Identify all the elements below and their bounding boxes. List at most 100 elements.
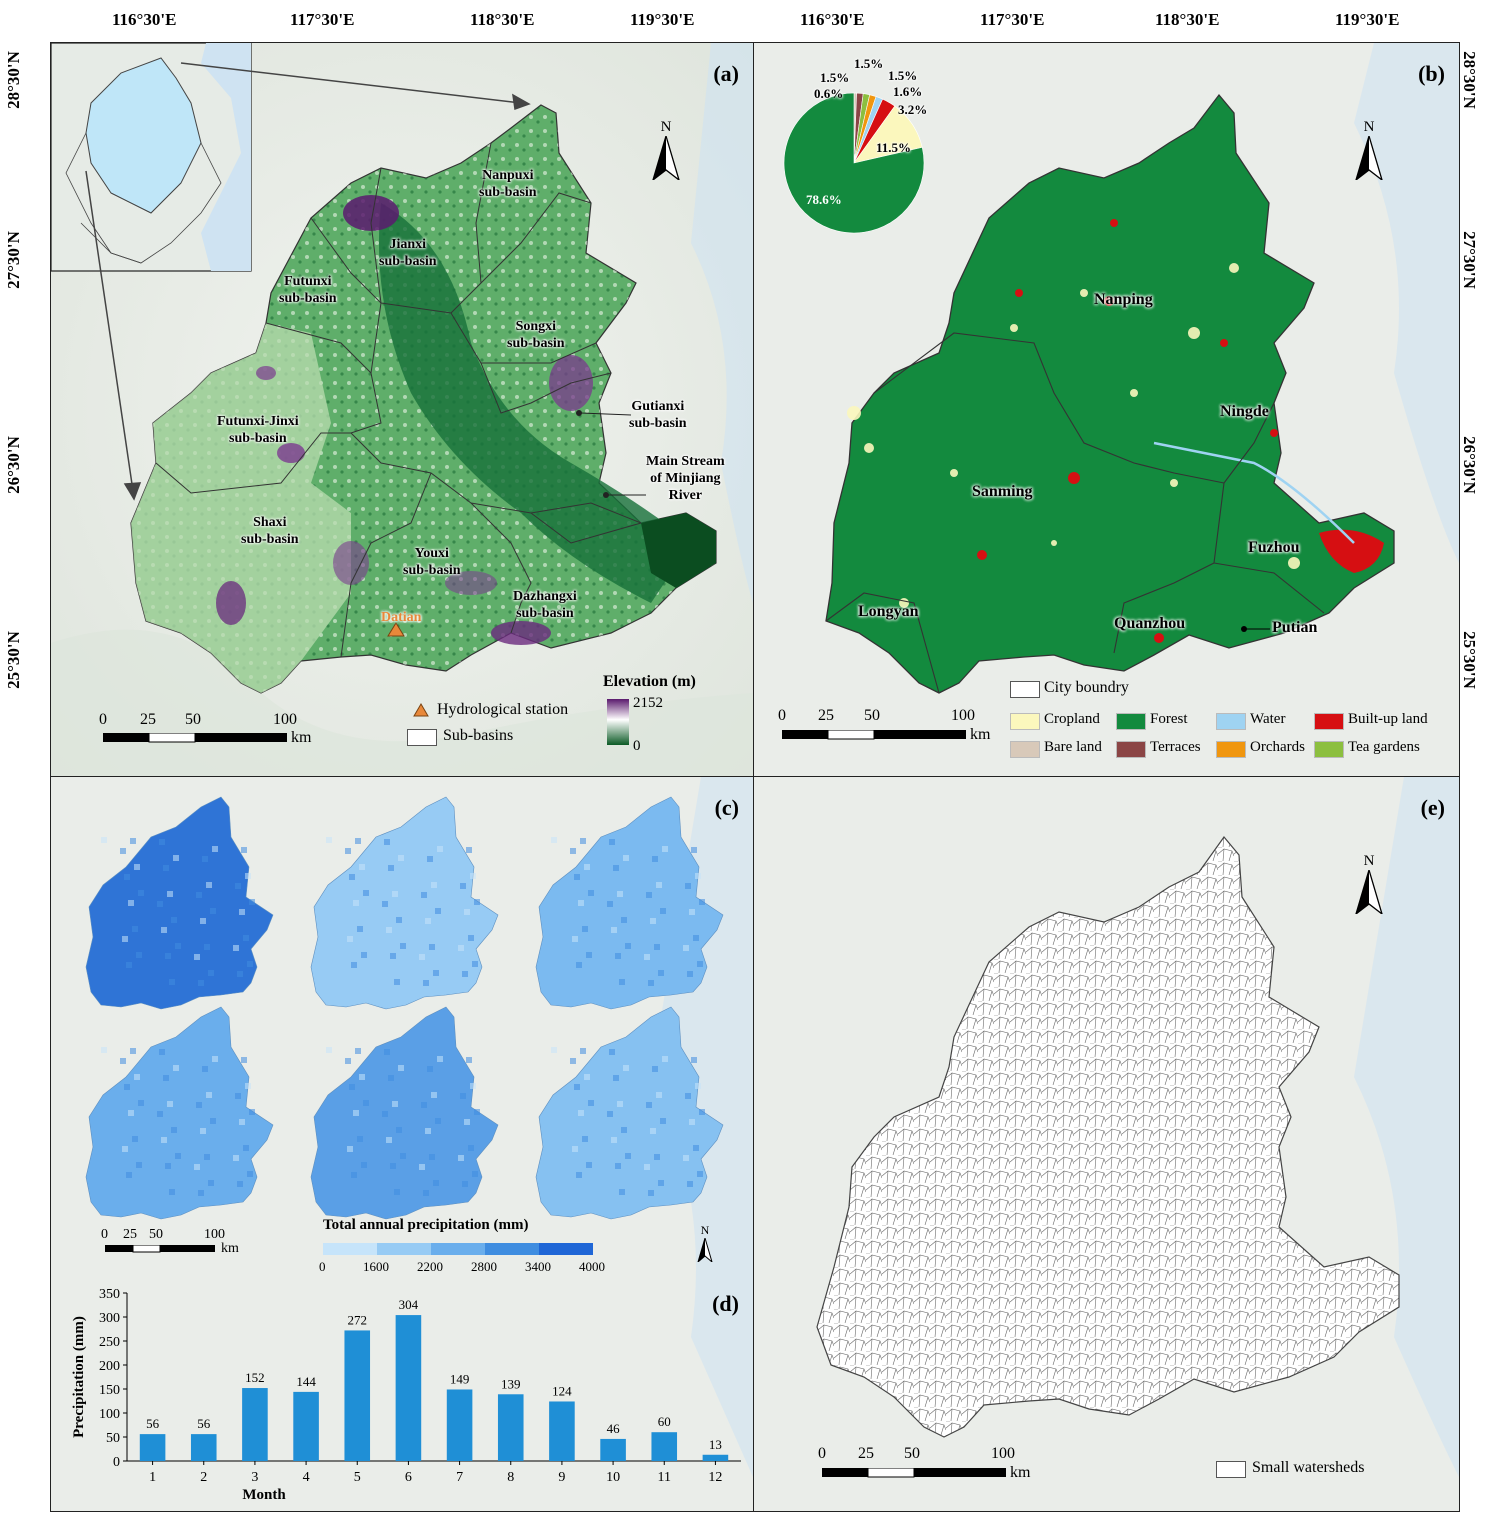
- city-legend-swatch: [1010, 681, 1040, 698]
- precip-legend-tick: 2800: [471, 1259, 497, 1274]
- panel-e-background: [754, 777, 1459, 1511]
- scale-unit: km: [1010, 1464, 1031, 1481]
- x-tick-label: 10: [606, 1470, 620, 1485]
- precip-pixel: [241, 1057, 247, 1063]
- precip-pixel: [607, 901, 613, 907]
- panel-e-watershed-map: (e) N 0 25 50 100 km Small watersheds: [753, 776, 1460, 1512]
- precip-map-4: [85, 1006, 274, 1220]
- precip-pixel: [396, 917, 402, 923]
- precip-pixel: [361, 1162, 367, 1168]
- north-arrow: N: [1354, 853, 1384, 919]
- bar-month-8: [497, 1394, 524, 1461]
- precip-pixel: [392, 1101, 398, 1107]
- scale-bar-graphic: [105, 1245, 215, 1253]
- precip-pixel: [353, 1110, 359, 1116]
- precip-pixel: [431, 1092, 437, 1098]
- bar-value-label: 56: [197, 1416, 211, 1431]
- precip-pixel: [200, 918, 206, 924]
- pie-label-tea-gardens: 1.5%: [854, 56, 884, 71]
- precip-pixel: [466, 1057, 472, 1063]
- lat-label: 26°30'N: [3, 436, 23, 494]
- precip-pixel: [691, 847, 697, 853]
- precip-map-3: [535, 796, 724, 1010]
- panel-label: (d): [712, 1291, 739, 1316]
- lon-label: 116°30'E: [800, 10, 865, 29]
- precip-legend-tick: 4000: [579, 1259, 605, 1274]
- precip-pixel: [212, 846, 218, 852]
- subbasin-legend-swatch: [407, 729, 437, 746]
- precip-pixel: [580, 1048, 586, 1054]
- precip-pixel: [132, 1136, 138, 1142]
- precip-pixel: [435, 1118, 441, 1124]
- city-quanzhou: Quanzhou: [1114, 615, 1186, 632]
- precip-pixel: [247, 1171, 253, 1177]
- precip-pixel: [210, 908, 216, 914]
- precip-pixel: [464, 1119, 470, 1125]
- precip-pixel: [652, 1066, 658, 1072]
- scale-tick: 100: [951, 707, 975, 724]
- precip-pixel: [474, 1109, 480, 1115]
- city-sanming: Sanming: [972, 483, 1033, 500]
- scale-unit: km: [970, 726, 991, 743]
- precip-pixel: [175, 1153, 181, 1159]
- city-nanping: Nanping: [1094, 291, 1153, 308]
- precip-pixel: [349, 874, 355, 880]
- subbasin-futunxi: Futunxi sub-basin: [279, 273, 337, 307]
- precip-pixel: [122, 936, 128, 942]
- precip-pixel: [615, 953, 621, 959]
- precip-pixel: [607, 1111, 613, 1117]
- bar-value-label: 139: [501, 1376, 521, 1391]
- precip-pixel: [466, 847, 472, 853]
- precip-pixel: [101, 837, 107, 843]
- precip-pixel: [421, 1102, 427, 1108]
- precip-pixel: [400, 1153, 406, 1159]
- precip-pixel: [584, 1074, 590, 1080]
- precip-pixel: [361, 952, 367, 958]
- precip-pixel: [200, 1128, 206, 1134]
- precip-pixel: [202, 856, 208, 862]
- subbasin-songxi: Songxi sub-basin: [507, 318, 565, 352]
- precip-pixel: [175, 943, 181, 949]
- precip-pixel: [382, 901, 388, 907]
- pie-label-cropland: 11.5%: [876, 140, 912, 155]
- precip-pixel: [353, 900, 359, 906]
- precip-pixel: [351, 962, 357, 968]
- pie-label-orchards: 1.5%: [888, 68, 918, 83]
- pie-label-forest: 78.6%: [806, 192, 842, 207]
- precip-pixel: [130, 838, 136, 844]
- scale-tick: 0: [99, 711, 107, 728]
- subbasin-youxi: Youxi sub-basin: [403, 545, 461, 579]
- precip-map-5: [310, 1006, 499, 1220]
- pie-slice-forest: [783, 92, 925, 234]
- subbasin-jianxi: Jianxi sub-basin: [379, 236, 437, 270]
- precip-pixel: [584, 864, 590, 870]
- precip-pixel: [394, 979, 400, 985]
- precip-pixel: [249, 1109, 255, 1115]
- precip-pixel: [357, 926, 363, 932]
- precip-pixel: [138, 1100, 144, 1106]
- pie-label-terraces: 1.5%: [820, 70, 850, 85]
- legend-swatch-built-up-land: [1314, 713, 1344, 730]
- bar-value-label: 56: [146, 1416, 160, 1431]
- precip-pixel: [648, 980, 654, 986]
- scale-bar-graphic: [782, 730, 966, 740]
- precip-pixel: [233, 1155, 239, 1161]
- precip-pixel: [611, 1137, 617, 1143]
- lon-label: 119°30'E: [630, 10, 695, 29]
- city-ningde: Ningde: [1220, 403, 1269, 420]
- precip-pixel: [460, 883, 466, 889]
- precip-pixel: [433, 970, 439, 976]
- precip-legend-tick: 1600: [363, 1259, 389, 1274]
- precip-pixel: [194, 1164, 200, 1170]
- precip-pixel: [427, 1066, 433, 1072]
- precip-pixel: [425, 918, 431, 924]
- precip-legend-class: [377, 1243, 431, 1255]
- precip-pixel: [363, 890, 369, 896]
- precip-pixel: [586, 1162, 592, 1168]
- precip-pixel: [351, 1172, 357, 1178]
- precip-pixel: [237, 971, 243, 977]
- precip-pixel: [613, 865, 619, 871]
- precip-pixel: [400, 943, 406, 949]
- bar-value-label: 272: [348, 1312, 368, 1327]
- precip-pixel: [347, 1146, 353, 1152]
